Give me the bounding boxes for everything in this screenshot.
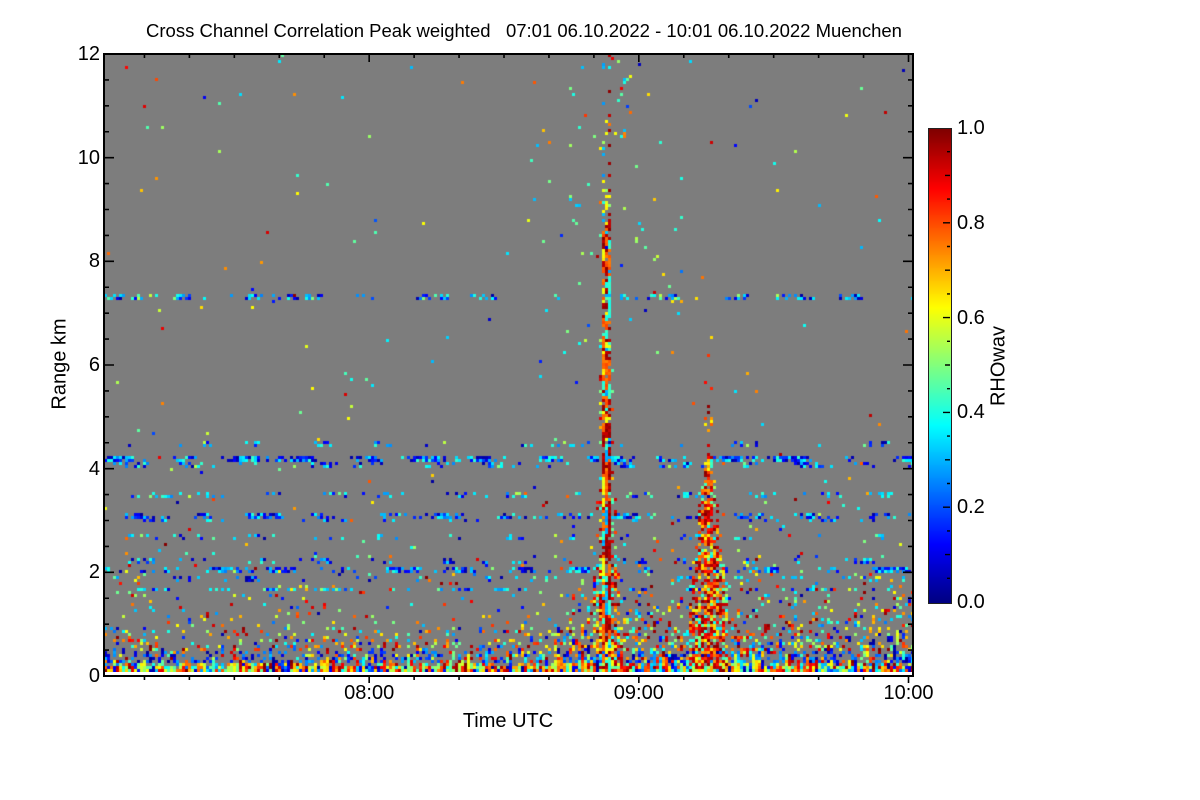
heatmap-canvas [104,54,913,672]
colorbar-gradient [928,128,952,604]
colorbar-tick-label: 1.0 [957,117,985,139]
colorbar-label: RHOwav [987,325,1010,407]
colorbar-tick-label: 0.8 [957,211,985,234]
colorbar-tick-label: 0.6 [957,306,985,329]
x-tick-label: 09:00 [613,682,664,704]
colorbar-tick-label: 0.4 [957,401,985,424]
y-tick-label: 6 [88,354,100,376]
y-tick-label: 10 [77,146,100,169]
y-tick-label: 4 [88,457,100,480]
colorbar-tick-label: 0.0 [957,591,985,613]
y-tick-label: 2 [88,561,100,584]
colorbar-tick-label: 0.2 [957,496,985,519]
x-tick-label: 08:00 [344,682,395,704]
chart-title: Cross Channel Correlation Peak weighted … [146,20,902,41]
x-axis-label: Time UTC [462,710,554,732]
y-tick-label: 12 [77,43,100,65]
y-tick-label: 8 [88,250,100,273]
y-tick-label: 0 [88,665,100,687]
x-tick-label: 10:00 [883,682,934,704]
